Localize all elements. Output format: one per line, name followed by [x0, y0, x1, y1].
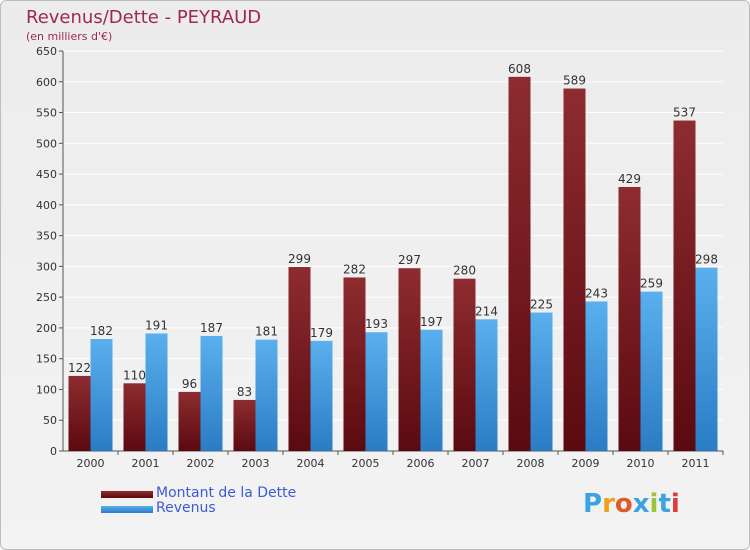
bar-debt [288, 267, 311, 451]
x-tick-label: 2000 [77, 457, 105, 470]
chart-subtitle: (en milliers d'€) [26, 30, 113, 43]
data-label: 197 [420, 315, 443, 329]
logo-letter: t [658, 489, 671, 519]
data-label: 96 [182, 377, 197, 391]
axes [59, 50, 724, 455]
y-tick-label: 550 [36, 107, 57, 120]
data-label: 299 [288, 252, 311, 266]
bar-revenue [255, 339, 278, 451]
data-label: 83 [237, 385, 252, 399]
data-label: 214 [475, 304, 498, 318]
data-label: 191 [145, 318, 168, 332]
bar-revenue [530, 312, 553, 451]
data-label: 298 [695, 253, 718, 267]
data-label: 182 [90, 324, 113, 338]
y-tick-label: 500 [36, 137, 57, 150]
y-tick-label: 100 [36, 383, 57, 396]
bar-debt [453, 278, 476, 451]
bar-debt [343, 277, 366, 451]
x-tick-label: 2001 [132, 457, 160, 470]
data-label: 429 [618, 172, 641, 186]
x-tick-label: 2007 [462, 457, 490, 470]
data-label: 187 [200, 321, 223, 335]
data-label: 280 [453, 264, 476, 278]
data-label: 589 [563, 74, 586, 88]
x-tick-label: 2010 [627, 457, 655, 470]
bar-debt [508, 76, 531, 451]
data-label: 225 [530, 298, 553, 312]
logo-letter: i [670, 489, 680, 519]
x-tick-label: 2008 [517, 457, 545, 470]
data-label: 537 [673, 106, 696, 120]
y-tick-label: 450 [36, 168, 57, 181]
data-label: 297 [398, 253, 421, 267]
data-label: 110 [123, 368, 146, 382]
y-tick-label: 600 [36, 76, 57, 89]
data-label: 179 [310, 326, 333, 340]
legend-swatch-debt [101, 491, 153, 498]
bar-debt [123, 383, 146, 451]
bar-revenue [475, 319, 498, 451]
bar-debt [618, 187, 641, 451]
bar-revenue [640, 291, 663, 451]
x-tick-label: 2009 [572, 457, 600, 470]
data-label: 608 [508, 62, 531, 76]
data-label: 259 [640, 277, 663, 291]
labels: 0 50 100 150 200 250 300 350 400 450 500 550 600 650 2… [36, 45, 718, 470]
bar-debt [178, 391, 201, 451]
bar-revenue [365, 332, 388, 451]
bar-debt [398, 268, 421, 451]
bar-debt [673, 120, 696, 452]
x-tick-label: 2011 [682, 457, 710, 470]
legend-swatch-revenue [101, 506, 153, 513]
y-tick-label: 350 [36, 230, 57, 243]
legend-label-debt: Montant de la Dette [156, 485, 297, 501]
bars [68, 76, 718, 452]
data-label: 243 [585, 286, 608, 300]
x-tick-label: 2003 [242, 457, 270, 470]
x-tick-label: 2006 [407, 457, 435, 470]
y-tick-label: 150 [36, 353, 57, 366]
grid-lines [63, 50, 723, 452]
x-tick-label: 2004 [297, 457, 325, 470]
bar-revenue [310, 340, 333, 451]
y-tick-label: 300 [36, 260, 57, 273]
y-tick-label: 200 [36, 322, 57, 335]
bar-revenue [90, 339, 113, 451]
logo-letter: P [583, 489, 603, 519]
logo-letter: x [632, 489, 650, 519]
bar-revenue [200, 335, 223, 451]
x-tick-label: 2002 [187, 457, 215, 470]
logo-letter: o [614, 489, 633, 519]
bar-debt [563, 88, 586, 452]
y-tick-label: 0 [50, 445, 57, 458]
logo-letter: i [649, 489, 659, 519]
data-label: 122 [68, 361, 91, 375]
bar-debt [233, 399, 256, 451]
y-tick-label: 400 [36, 199, 57, 212]
chart-title: Revenus/Dette - PEYRAUD [26, 7, 262, 28]
bar-revenue [420, 329, 443, 451]
bar-debt [68, 375, 91, 451]
proxiti-logo: Proxiti [583, 489, 680, 519]
legend-label-revenue: Revenus [156, 500, 216, 516]
bar-revenue [585, 301, 608, 451]
y-tick-label: 250 [36, 291, 57, 304]
bar-revenue [145, 333, 168, 451]
bar-revenue [695, 267, 718, 451]
data-label: 181 [255, 325, 278, 339]
logo-letter: r [602, 489, 615, 519]
y-tick-label: 650 [36, 45, 57, 58]
x-tick-label: 2005 [352, 457, 380, 470]
y-tick-label: 50 [43, 414, 57, 427]
data-label: 282 [343, 262, 366, 276]
data-label: 193 [365, 317, 388, 331]
